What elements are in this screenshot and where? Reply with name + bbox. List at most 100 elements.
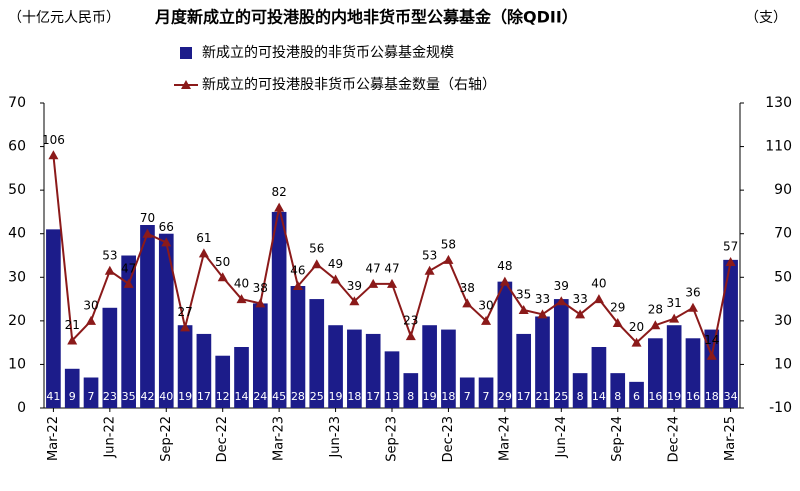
y-tick-label: 20 <box>8 313 26 329</box>
y2-tick-label: -10 <box>769 400 792 416</box>
line-value-label: 48 <box>497 259 512 273</box>
line-value-label: 70 <box>140 211 155 225</box>
y-tick-label: 30 <box>8 269 26 285</box>
bar <box>46 229 61 408</box>
bar <box>666 325 682 408</box>
bar-value-label: 34 <box>724 390 738 403</box>
bar <box>121 255 136 408</box>
line-marker <box>161 237 172 247</box>
line-marker <box>556 296 567 306</box>
bar <box>215 355 231 408</box>
line-marker <box>67 335 78 345</box>
line-value-label: 53 <box>102 248 117 262</box>
bar <box>347 329 362 408</box>
line-marker <box>217 272 228 282</box>
bar-value-label: 7 <box>88 390 95 403</box>
bar <box>497 281 513 408</box>
line-marker <box>462 298 473 308</box>
bar <box>177 325 193 408</box>
line-value-label: 33 <box>535 292 550 306</box>
bar-value-label: 17 <box>366 390 380 403</box>
line-value-label: 20 <box>629 320 644 334</box>
bar <box>309 299 325 408</box>
line-value-label: 33 <box>572 292 587 306</box>
bar-value-label: 18 <box>441 390 455 403</box>
line-value-label: 66 <box>159 220 174 234</box>
line-marker <box>537 309 548 319</box>
x-tick-label: Mar-24 <box>497 416 512 461</box>
line-marker <box>330 274 341 284</box>
legend-swatch <box>180 47 192 59</box>
bar-value-label: 16 <box>686 390 700 403</box>
line-value-label: 47 <box>366 261 381 275</box>
bar <box>234 347 249 408</box>
line-marker <box>255 298 266 308</box>
legend-label: 新成立的可投港股非货币公募基金数量（右轴） <box>202 76 496 93</box>
line-marker <box>443 254 454 264</box>
bar <box>478 377 494 408</box>
bar-value-label: 17 <box>197 390 211 403</box>
x-tick-label: Jun-23 <box>328 416 343 459</box>
bar <box>441 329 456 408</box>
line-value-label: 39 <box>347 279 362 293</box>
x-tick-label: Dec-23 <box>441 416 456 462</box>
bar <box>252 303 268 408</box>
bar-value-label: 9 <box>69 390 76 403</box>
bar <box>83 377 99 408</box>
line-marker <box>631 337 642 347</box>
bar-value-label: 19 <box>667 390 681 403</box>
bar <box>403 373 419 408</box>
line-marker <box>368 278 379 288</box>
line-value-label: 56 <box>309 242 324 256</box>
line-value-label: 57 <box>723 240 738 254</box>
bar <box>704 329 720 408</box>
y2-tick-label: 10 <box>774 356 792 372</box>
line-value-label: 49 <box>328 257 343 271</box>
bar-value-label: 8 <box>407 390 414 403</box>
bar <box>64 368 80 408</box>
line-value-label: 106 <box>42 133 65 147</box>
line-value-label: 46 <box>290 264 305 278</box>
bar-value-label: 14 <box>592 390 606 403</box>
line-marker <box>669 313 680 323</box>
line-marker <box>198 248 209 258</box>
bar <box>102 307 118 408</box>
bar <box>553 299 569 408</box>
line-value-label: 35 <box>516 287 531 301</box>
y-tick-label: 70 <box>8 95 26 111</box>
bar <box>572 373 588 408</box>
bar-value-label: 17 <box>517 390 531 403</box>
bar <box>140 225 155 408</box>
x-tick-label: Sep-22 <box>159 416 174 462</box>
bar-value-label: 29 <box>498 390 512 403</box>
bar <box>328 325 343 408</box>
line-value-label: 39 <box>554 279 569 293</box>
bar-value-label: 25 <box>310 390 324 403</box>
bar-value-label: 18 <box>705 390 719 403</box>
line-marker <box>311 259 322 269</box>
y2-tick-label: 50 <box>774 269 792 285</box>
bar <box>384 351 400 408</box>
line-value-label: 27 <box>177 305 192 319</box>
line-marker <box>123 278 134 288</box>
line-value-label: 38 <box>253 281 268 295</box>
x-tick-label: Sep-24 <box>610 416 625 462</box>
line-value-label: 47 <box>384 261 399 275</box>
line-marker <box>405 331 416 341</box>
legend-swatch <box>181 80 191 89</box>
line-marker <box>424 265 435 275</box>
x-tick-label: Mar-25 <box>723 416 738 461</box>
line-marker <box>575 309 586 319</box>
line-marker <box>612 318 623 328</box>
line-marker <box>725 257 736 267</box>
bar-value-label: 24 <box>253 390 267 403</box>
bar-value-label: 8 <box>614 390 621 403</box>
line-value-label: 28 <box>648 303 663 317</box>
bar-value-label: 18 <box>347 390 361 403</box>
line-value-label: 23 <box>403 314 418 328</box>
bar-value-label: 6 <box>633 390 640 403</box>
bar <box>610 373 626 408</box>
bar <box>591 347 607 408</box>
line-value-label: 21 <box>65 318 80 332</box>
bar-value-label: 12 <box>216 390 230 403</box>
